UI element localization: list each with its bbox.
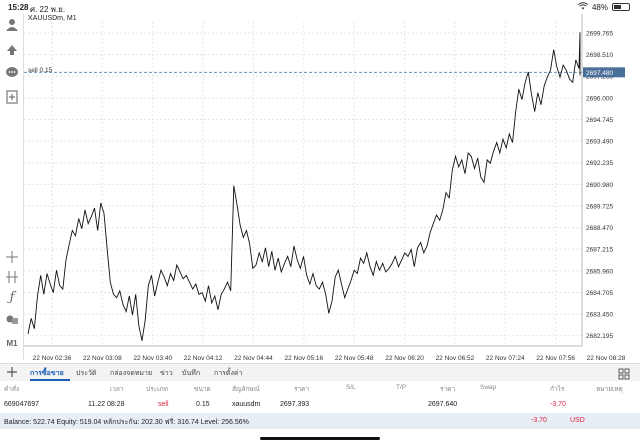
col-comment: หมายเหตุ — [596, 386, 623, 393]
row-current-price: 2697.640 — [428, 401, 458, 408]
col-sl: S/L — [346, 384, 356, 391]
y-tick-label: 2689.725 — [586, 203, 613, 210]
y-tick-label: 2684.705 — [586, 290, 613, 297]
crosshair-icon[interactable] — [4, 250, 20, 266]
x-tick-label: 22 Nov 03:08 — [83, 355, 122, 362]
trade-icon[interactable] — [4, 42, 20, 58]
y-tick-label: 2699.765 — [586, 30, 613, 37]
col-time: เวลา — [110, 386, 124, 393]
row-open-price: 2697.393 — [280, 401, 310, 408]
x-tick-label: 22 Nov 04:12 — [184, 355, 223, 362]
status-time: 15:28 — [8, 3, 29, 12]
x-tick-label: 22 Nov 08:28 — [587, 355, 626, 362]
x-tick-label: 22 Nov 03:40 — [133, 355, 172, 362]
x-tick-label: 22 Nov 05:16 — [284, 355, 323, 362]
y-tick-label: 2682.195 — [586, 333, 613, 340]
y-tick-label: 2694.745 — [586, 117, 613, 124]
total-profit: -3.70 — [531, 417, 547, 424]
order-price-tag — [583, 67, 625, 78]
chart-symbol-label: XAUUSDm, M1 — [28, 15, 77, 22]
profit-currency: USD — [570, 417, 585, 424]
grid-icon[interactable] — [618, 367, 630, 385]
row-type: sell — [158, 401, 169, 408]
battery-percent: 48% — [591, 2, 608, 12]
y-tick-label: 2692.235 — [586, 160, 613, 167]
y-tick-label: 2693.490 — [586, 139, 613, 146]
col-open-price: ราคา — [294, 386, 310, 393]
x-tick-label: 22 Nov 06:20 — [385, 355, 424, 362]
home-indicator — [260, 437, 380, 440]
chat-icon[interactable] — [4, 66, 20, 82]
row-volume: 0.15 — [196, 401, 210, 408]
x-tick-label: 22 Nov 07:24 — [486, 355, 525, 362]
battery-icon — [612, 3, 630, 11]
col-order: คำสั่ง — [4, 386, 20, 393]
col-type: ประเภท — [146, 386, 168, 393]
row-symbol: xauusdm — [232, 401, 261, 408]
tab-news[interactable]: ข่าว — [160, 370, 173, 377]
y-tick-label: 2683.450 — [586, 312, 613, 319]
balance-bar: Balance: 522.74 Equity: 519.04 หลักประกั… — [0, 413, 640, 429]
balance-summary: Balance: 522.74 Equity: 519.04 หลักประกั… — [4, 419, 249, 426]
price-chart[interactable]: 2699.7652698.5102697.2552696.0002694.745… — [24, 14, 640, 364]
col-current-price: ราคา — [440, 386, 456, 393]
col-volume: ขนาด — [194, 386, 211, 393]
x-tick-label: 22 Nov 05:48 — [335, 355, 374, 362]
positions-header: คำสั่ง เวลา ประเภท ขนาด สัญลักษณ์ ราคา S… — [0, 381, 640, 395]
left-toolbar: ƒ M1 — [0, 14, 24, 360]
y-tick-label: 2698.510 — [586, 52, 613, 59]
objects-icon[interactable] — [4, 312, 20, 328]
tab-journal[interactable]: บันทึก — [182, 370, 201, 377]
indicator-icon[interactable]: ƒ — [9, 290, 15, 305]
tab-trade[interactable]: การซื้อขาย — [30, 370, 64, 377]
y-tick-label: 2696.000 — [586, 95, 613, 102]
status-bar: 15:28 ศ. 22 พ.ย. 48% — [0, 0, 640, 14]
table-row[interactable]: 669047697 11.22 08:28 sell 0.15 xauusdm … — [0, 397, 640, 413]
tab-settings[interactable]: การตั้งค่า — [214, 370, 243, 377]
new-document-icon[interactable] — [4, 90, 20, 106]
tab-mailbox[interactable]: กล่องจดหมาย — [110, 370, 153, 377]
row-profit: -3.70 — [550, 401, 566, 408]
col-tp: T/P — [396, 384, 407, 391]
x-tick-label: 22 Nov 07:56 — [536, 355, 575, 362]
order-line-label[interactable]: sell 0.15 — [28, 67, 53, 74]
row-time: 11.22 08:28 — [88, 401, 125, 408]
active-tab-indicator — [30, 379, 70, 381]
add-icon[interactable] — [6, 366, 18, 378]
row-order: 669047697 — [4, 401, 40, 408]
status-right: 48% — [577, 2, 630, 12]
y-tick-label: 2690.980 — [586, 182, 613, 189]
price-line — [27, 32, 581, 341]
x-tick-label: 22 Nov 04:44 — [234, 355, 273, 362]
y-tick-label: 2688.470 — [586, 225, 613, 232]
period-separator-icon[interactable] — [4, 270, 20, 286]
timeframe-icon[interactable]: M1 — [6, 339, 18, 348]
user-icon[interactable] — [4, 18, 20, 34]
chart-canvas: 2699.7652698.5102697.2552696.0002694.745… — [24, 14, 626, 362]
x-tick-label: 22 Nov 06:52 — [436, 355, 475, 362]
y-tick-label: 2685.960 — [586, 268, 613, 275]
x-tick-label: 22 Nov 02:36 — [33, 355, 72, 362]
y-tick-label: 2687.215 — [586, 247, 613, 254]
terminal-tabs: การซื้อขาย ประวัติ กล่องจดหมาย ข่าว บันท… — [0, 363, 640, 381]
col-symbol: สัญลักษณ์ — [232, 386, 260, 393]
col-swap: Swap — [480, 384, 497, 391]
order-price-tag-text: 2697.480 — [586, 70, 613, 77]
status-date: ศ. 22 พ.ย. — [30, 5, 66, 14]
tab-history[interactable]: ประวัติ — [76, 370, 97, 377]
wifi-icon — [577, 2, 589, 12]
col-profit: กำไร — [550, 386, 565, 393]
